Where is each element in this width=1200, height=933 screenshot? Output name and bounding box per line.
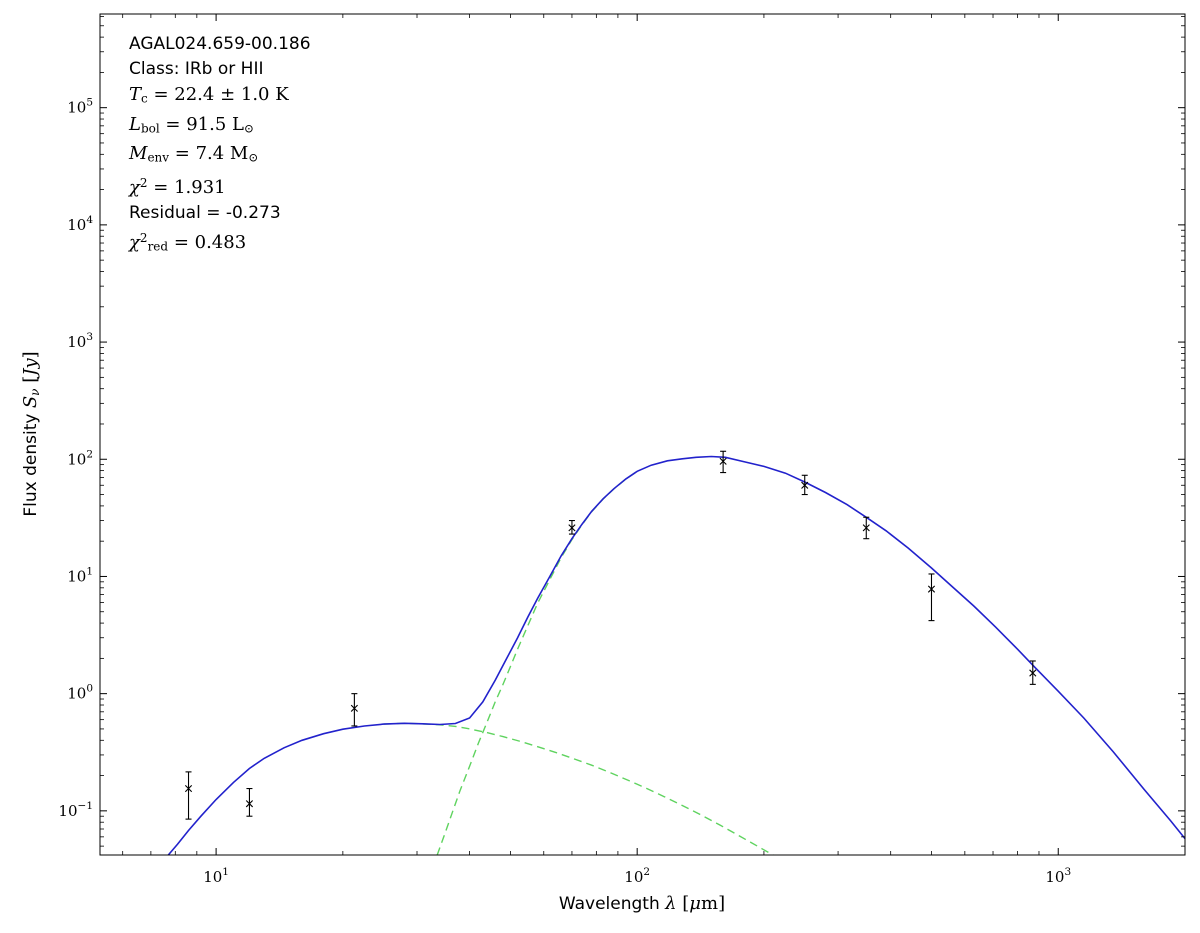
y-tick-label: 103 — [67, 331, 93, 351]
data-point — [350, 693, 358, 727]
x-marker — [184, 784, 193, 793]
data-point — [927, 573, 936, 622]
cold-component-curve — [436, 470, 638, 855]
data-points — [184, 450, 1037, 820]
annotation-dust-temperature: Tc = 22.4 ± 1.0 K — [129, 84, 289, 106]
data-point — [719, 450, 727, 474]
data-point — [245, 787, 254, 817]
data-point — [184, 771, 193, 820]
axes-frame — [99, 13, 1186, 856]
x-marker — [350, 704, 358, 712]
fit-parameters-annotation: AGAL024.659-00.186 Class: IRb or HII Tc = … — [129, 32, 311, 260]
x-tick-label: 101 — [203, 866, 229, 886]
x-marker — [801, 481, 809, 489]
x-marker — [927, 585, 936, 593]
x-marker — [245, 800, 254, 808]
x-tick-label: 102 — [624, 866, 650, 886]
x-marker — [862, 524, 870, 532]
annotation-source-name: AGAL024.659-00.186 — [129, 34, 311, 54]
warm-component-curve — [383, 722, 775, 855]
y-tick-label: 101 — [67, 565, 93, 585]
data-point — [568, 519, 576, 535]
model-curves — [167, 455, 1186, 855]
data-point — [862, 516, 870, 540]
tick-labels: 101 102 103 10−1 100 101 102 103 104 105 — [58, 97, 1071, 886]
annotation-bolometric-luminosity: Lbol = 91.5 L⊙ — [129, 113, 255, 136]
total-model-curve — [167, 455, 1186, 855]
y-tick-label: 100 — [67, 683, 93, 703]
y-tick-label: 10−1 — [58, 800, 93, 820]
annotation-reduced-chi-squared: χ2red = 0.483 — [129, 230, 247, 254]
y-tick-label: 102 — [67, 448, 93, 468]
x-marker — [719, 457, 727, 465]
x-tick-label: 103 — [1045, 866, 1071, 886]
annotation-residual: Residual = -0.273 — [129, 202, 281, 223]
annotation-envelope-mass: Menv = 7.4 M⊙ — [129, 143, 259, 165]
data-point — [1029, 660, 1037, 685]
y-tick-label: 105 — [67, 97, 93, 117]
y-axis-label: Flux density Sν [Jy] — [20, 351, 42, 517]
annotation-chi-squared: χ2 = 1.931 — [129, 175, 226, 198]
annotation-class: Class: IRb or HII — [129, 59, 264, 79]
data-point — [801, 474, 809, 496]
x-marker — [568, 524, 576, 532]
x-marker — [1029, 669, 1037, 677]
axis-ticks — [100, 14, 1186, 855]
y-tick-label: 104 — [67, 214, 93, 234]
x-axis-label: Wavelength λ [μm] — [558, 893, 726, 914]
